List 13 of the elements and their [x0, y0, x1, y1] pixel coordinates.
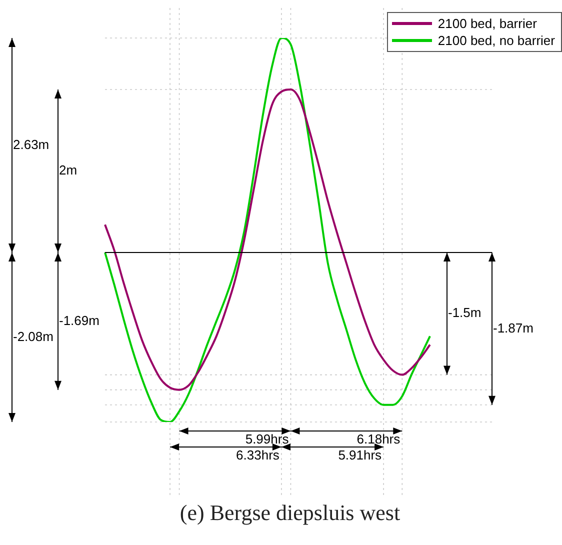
text: 2m	[59, 162, 78, 178]
text: 6.33hrs	[236, 448, 280, 463]
text: -1.69m	[59, 312, 100, 328]
text: (e) Bergse diepsluis west	[178, 500, 402, 526]
text: 2.63m	[13, 136, 50, 152]
text: -1.87m	[493, 320, 534, 336]
text: -2.08m	[13, 328, 54, 344]
legend-label: 2100 bed, barrier	[438, 16, 537, 31]
text: 6.18hrs	[356, 432, 401, 447]
text: -1.5m	[448, 305, 482, 320]
text: 5.99hrs	[245, 432, 290, 447]
text: 5.91hrs	[338, 448, 382, 463]
legend-label: 2100 bed, no barrier	[438, 33, 555, 48]
